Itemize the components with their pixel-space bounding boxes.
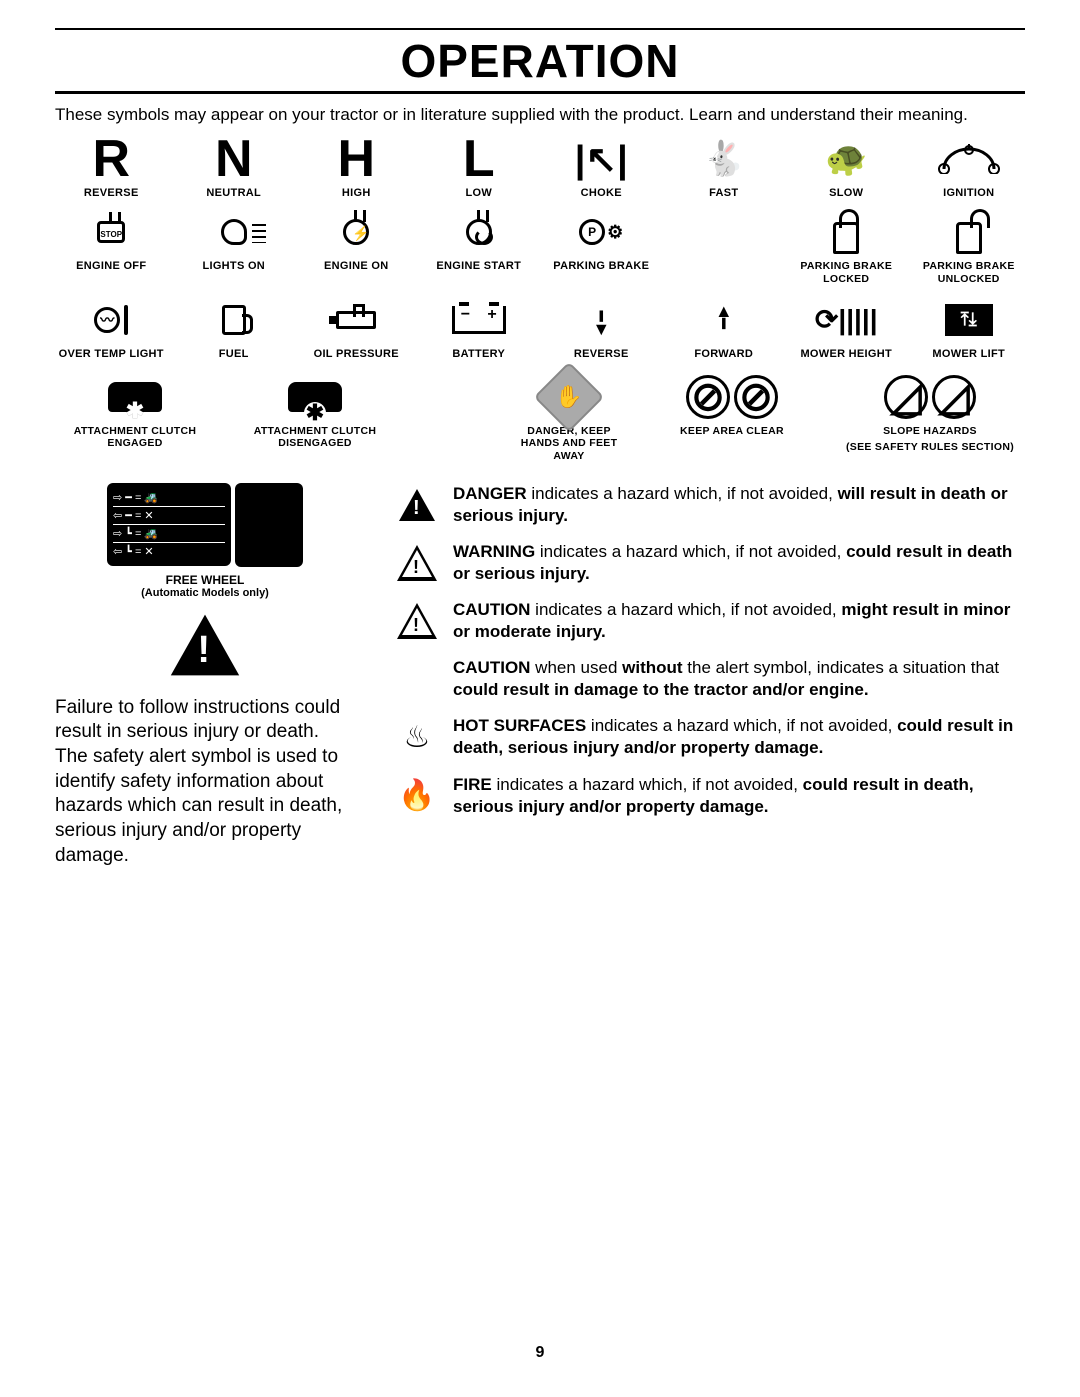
hazard-text: HOT SURFACES indicates a hazard which, i… bbox=[453, 715, 1025, 759]
label: OVER TEMP LIGHT bbox=[55, 348, 168, 361]
label: LIGHTS ON bbox=[178, 260, 291, 273]
label: DANGER, KEEP HANDS AND FEET AWAY bbox=[509, 425, 629, 463]
label: CHOKE bbox=[545, 187, 658, 200]
label: SLOPE HAZARDS bbox=[835, 425, 1025, 438]
symbol-row-2: STOP ENGINE OFF LIGHTS ON ENGINE ON ENGIN… bbox=[55, 208, 1025, 285]
label: PARKING BRAKE bbox=[545, 260, 658, 273]
engine-start-icon bbox=[423, 208, 536, 256]
engine-off-icon: STOP bbox=[55, 208, 168, 256]
intro-text: These symbols may appear on your tractor… bbox=[55, 104, 1025, 125]
label: MOWER HEIGHT bbox=[790, 348, 903, 361]
oil-pressure-icon bbox=[300, 296, 413, 344]
parking-brake-locked-icon bbox=[790, 208, 903, 256]
low-letter-icon: L bbox=[423, 135, 536, 183]
fuel-icon bbox=[178, 296, 291, 344]
danger-triangle-icon bbox=[395, 483, 439, 527]
over-temp-icon: 〰 bbox=[55, 296, 168, 344]
hazard-definitions: DANGER indicates a hazard which, if not … bbox=[395, 483, 1025, 869]
mower-height-icon: ⟳||||| bbox=[790, 296, 903, 344]
label-sub: (SEE SAFETY RULES SECTION) bbox=[835, 441, 1025, 454]
neutral-letter-icon: N bbox=[178, 135, 291, 183]
page-number: 9 bbox=[0, 1344, 1080, 1362]
label: ATTACHMENT CLUTCH ENGAGED bbox=[55, 425, 215, 450]
page-frame: OPERATION These symbols may appear on yo… bbox=[55, 28, 1025, 1157]
symbol-row-3: 〰 OVER TEMP LIGHT FUEL OIL PRESSURE −+ BAT… bbox=[55, 296, 1025, 361]
clutch-engaged-icon bbox=[55, 373, 215, 421]
caution-triangle-icon bbox=[395, 599, 439, 643]
freewheel-sublabel: (Automatic Models only) bbox=[55, 587, 355, 599]
label: FORWARD bbox=[668, 348, 781, 361]
label: NEUTRAL bbox=[178, 187, 291, 200]
label: BATTERY bbox=[423, 348, 536, 361]
label: REVERSE bbox=[55, 187, 168, 200]
lights-on-icon bbox=[178, 208, 291, 256]
hazard-text: CAUTION indicates a hazard which, if not… bbox=[453, 599, 1025, 643]
symbol-row-4: ATTACHMENT CLUTCH ENGAGED ATTACHMENT CLU… bbox=[55, 373, 1025, 463]
label: OIL PRESSURE bbox=[300, 348, 413, 361]
label: FUEL bbox=[178, 348, 291, 361]
danger-hands-icon: ✋ bbox=[509, 373, 629, 421]
slow-turtle-icon: 🐢 bbox=[790, 135, 903, 183]
warning-triangle-icon bbox=[395, 541, 439, 585]
warning-triangle-icon bbox=[55, 609, 355, 686]
hazard-text: DANGER indicates a hazard which, if not … bbox=[453, 483, 1025, 527]
battery-icon: −+ bbox=[423, 296, 536, 344]
freewheel-label: FREE WHEEL bbox=[55, 573, 355, 587]
label: ENGINE OFF bbox=[55, 260, 168, 273]
fast-rabbit-icon: 🐇 bbox=[668, 135, 781, 183]
label: PARKING BRAKE UNLOCKED bbox=[913, 260, 1026, 285]
label: IGNITION bbox=[913, 187, 1026, 200]
label: HIGH bbox=[300, 187, 413, 200]
label: SLOW bbox=[790, 187, 903, 200]
rule bbox=[55, 90, 1025, 94]
label: REVERSE bbox=[545, 348, 658, 361]
reverse-arrow-icon: ╻▼ bbox=[545, 296, 658, 344]
label: LOW bbox=[423, 187, 536, 200]
label: KEEP AREA CLEAR bbox=[647, 425, 817, 438]
engine-on-icon bbox=[300, 208, 413, 256]
parking-brake-icon: P⚙ bbox=[545, 208, 658, 256]
high-letter-icon: H bbox=[300, 135, 413, 183]
clutch-disengaged-icon bbox=[235, 373, 395, 421]
label: MOWER LIFT bbox=[913, 348, 1026, 361]
parking-brake-unlocked-icon bbox=[913, 208, 1026, 256]
safety-alert-text: Failure to follow instructions could res… bbox=[55, 696, 355, 869]
keep-area-clear-icon: ⊘⊘ bbox=[647, 373, 817, 421]
choke-icon: |↖| bbox=[545, 135, 658, 183]
blank-icon bbox=[395, 657, 439, 701]
hazard-text: WARNING indicates a hazard which, if not… bbox=[453, 541, 1025, 585]
mower-lift-icon: ⤒⤓ bbox=[913, 296, 1026, 344]
page-title: OPERATION bbox=[55, 34, 1025, 88]
forward-arrow-icon: ▲╹ bbox=[668, 296, 781, 344]
freewheel-icon: ⇨ ━ = 🚜 ⇦ ━ = ✕ ⇨ ┗ = 🚜 ⇦ ┗ = ✕ bbox=[55, 483, 355, 567]
label: ATTACHMENT CLUTCH DISENGAGED bbox=[235, 425, 395, 450]
label: ENGINE ON bbox=[300, 260, 413, 273]
hot-surface-icon: ♨ bbox=[395, 715, 439, 759]
hazard-text: CAUTION when used without the alert symb… bbox=[453, 657, 1025, 701]
reverse-letter-icon: R bbox=[55, 135, 168, 183]
label: PARKING BRAKE LOCKED bbox=[790, 260, 903, 285]
bottom-section: ⇨ ━ = 🚜 ⇦ ━ = ✕ ⇨ ┗ = 🚜 ⇦ ┗ = ✕ FREE WHE… bbox=[55, 483, 1025, 869]
label: FAST bbox=[668, 187, 781, 200]
slope-hazard-icon: ◿◿ bbox=[835, 373, 1025, 421]
fire-icon: 🔥 bbox=[395, 774, 439, 818]
symbol-row-1: R REVERSE N NEUTRAL H HIGH L LOW |↖| CHOKE 🐇 F… bbox=[55, 135, 1025, 200]
ignition-icon bbox=[913, 135, 1026, 183]
label: ENGINE START bbox=[423, 260, 536, 273]
hazard-text: FIRE indicates a hazard which, if not av… bbox=[453, 774, 1025, 818]
